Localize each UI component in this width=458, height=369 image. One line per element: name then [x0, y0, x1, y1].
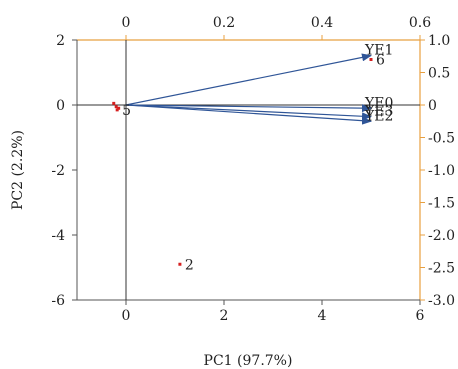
loading-label-ye3: YE3 — [364, 104, 393, 120]
loading-vector-ye0 — [125, 104, 372, 113]
x-tick-label: 0 — [122, 308, 131, 324]
top-tick-label: 0.6 — [409, 15, 431, 31]
score-label-2: 2 — [185, 257, 194, 273]
right-tick-label: -1.0 — [428, 163, 455, 179]
loading-label-ye1: YE1 — [364, 43, 393, 59]
score-point — [112, 101, 116, 105]
score-point — [117, 106, 121, 110]
right-tick-label: -2.5 — [428, 261, 455, 277]
loading-label-ye0: YE0 — [364, 95, 393, 111]
top-axis-ticks: 0 0.2 0.4 0.6 — [122, 15, 431, 40]
loading-label-ye2: YE2 — [364, 108, 393, 124]
x-tick-label: 4 — [318, 308, 327, 324]
x-axis-ticks: 0 2 4 6 — [122, 300, 425, 324]
score-points: 6 2 5 — [112, 53, 385, 273]
top-tick-label: 0 — [122, 15, 131, 31]
right-tick-label: 0.5 — [428, 66, 450, 82]
right-tick-label: -3.0 — [428, 293, 455, 309]
loading-vector-ye3 — [125, 104, 372, 121]
y-axis-ticks: -6 -4 -2 0 2 — [51, 33, 77, 309]
y-tick-label: 2 — [56, 33, 65, 49]
right-tick-label: 0 — [428, 98, 437, 114]
score-point — [369, 58, 373, 61]
right-tick-label: 1.0 — [428, 33, 450, 49]
x-tick-label: 6 — [416, 308, 425, 324]
loading-vector-ye1 — [125, 53, 372, 106]
score-point — [178, 262, 182, 266]
y-tick-label: -4 — [51, 228, 65, 244]
y-axis-title: PC2 (2.2%) — [10, 130, 26, 210]
y-tick-label: 0 — [56, 98, 65, 114]
right-axis-ticks: 1.0 0.5 0 -0.5 -1.0 -1.5 -2.0 -2.5 -3.0 — [420, 33, 455, 309]
top-tick-label: 0.2 — [213, 15, 235, 31]
top-tick-label: 0.4 — [311, 15, 333, 31]
y-tick-label: -6 — [51, 293, 65, 309]
score-point — [115, 108, 119, 112]
y-tick-label: -2 — [51, 163, 65, 179]
right-tick-label: -2.0 — [428, 228, 455, 244]
score-point — [114, 105, 118, 109]
loading-vector-ye2 — [125, 104, 372, 125]
score-label-6: 6 — [376, 53, 385, 69]
right-tick-label: -1.5 — [428, 196, 455, 212]
x-tick-label: 2 — [220, 308, 229, 324]
x-axis-title: PC1 (97.7%) — [204, 353, 293, 369]
right-tick-label: -0.5 — [428, 131, 455, 147]
score-label-5: 5 — [122, 103, 131, 119]
